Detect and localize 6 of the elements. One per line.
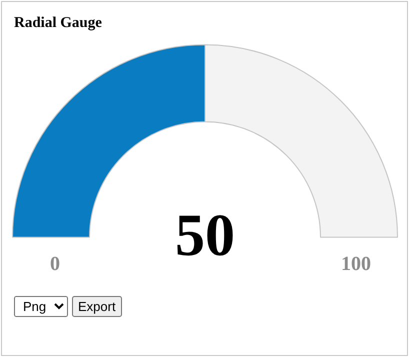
chart-title: Radial Gauge [14,15,102,31]
text: 100 [341,253,371,275]
text: 0 [50,253,60,275]
format-dropdown: Png [14,296,68,317]
export-button: Export [72,296,122,317]
text: 50 [175,202,235,268]
